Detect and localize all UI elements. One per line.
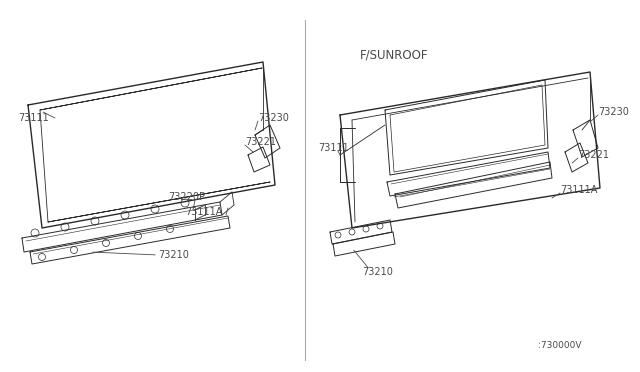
Text: F/SUNROOF: F/SUNROOF bbox=[360, 48, 429, 61]
Text: 73220P: 73220P bbox=[168, 192, 205, 202]
Text: 73210: 73210 bbox=[158, 250, 189, 260]
Text: 73111A: 73111A bbox=[560, 185, 597, 195]
Text: 73230: 73230 bbox=[598, 107, 629, 117]
Text: 73210: 73210 bbox=[362, 267, 393, 277]
Text: 73111: 73111 bbox=[18, 113, 49, 123]
Text: :730000V: :730000V bbox=[538, 340, 582, 350]
Text: 73111: 73111 bbox=[318, 143, 349, 153]
Text: 73221: 73221 bbox=[578, 150, 609, 160]
Text: 73221: 73221 bbox=[245, 137, 276, 147]
Text: 73111A: 73111A bbox=[185, 207, 222, 217]
Text: 73230: 73230 bbox=[258, 113, 289, 123]
